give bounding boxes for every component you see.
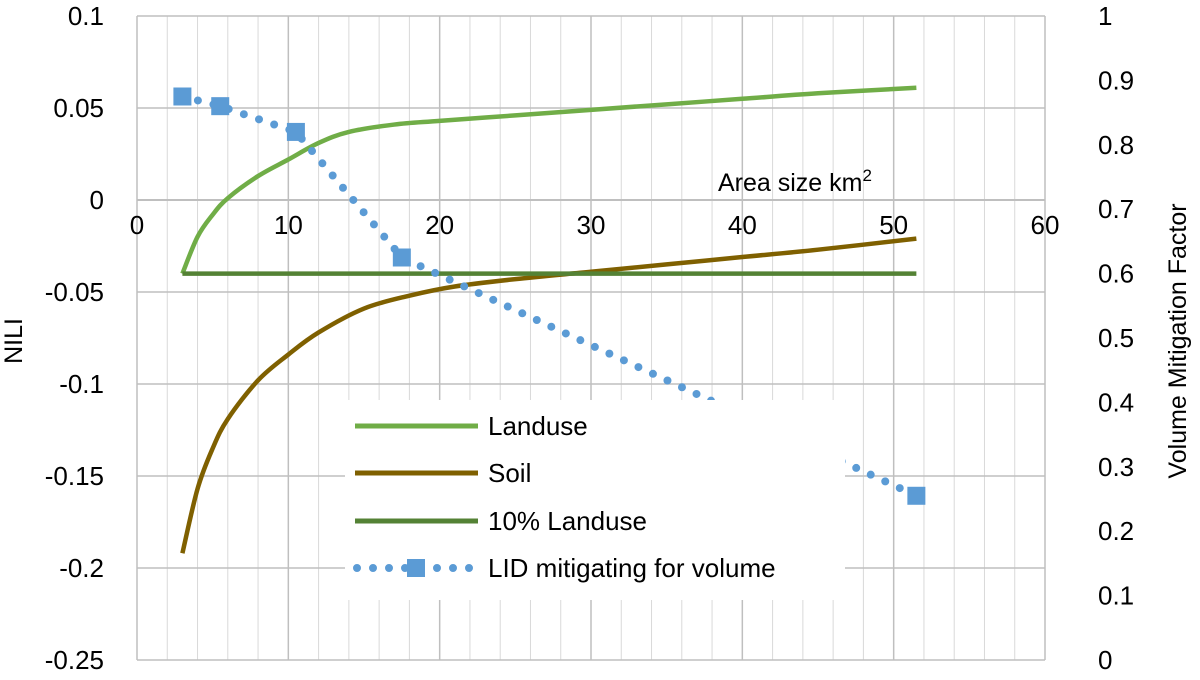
x-axis-title-superscript: 2 — [862, 166, 871, 185]
x-tick-label: 10 — [274, 210, 303, 240]
y-left-tick-label: -0.1 — [59, 369, 104, 399]
y-right-tick-label: 0.7 — [1098, 194, 1134, 224]
x-tick-label: 50 — [879, 210, 908, 240]
legend-marker-lid — [407, 559, 425, 577]
y-left-tick-label: -0.2 — [59, 553, 104, 583]
y-left-tick-label: 0 — [90, 185, 104, 215]
y-left-tick-label: 0.05 — [53, 93, 104, 123]
legend-label-soil: Soil — [488, 458, 531, 488]
y-left-tick-label: -0.25 — [45, 645, 104, 675]
data-point-lid-mitigating-for-volume — [392, 248, 411, 267]
legend-label-lid: LID mitigating for volume — [488, 553, 776, 583]
x-tick-label: 60 — [1031, 210, 1060, 240]
data-point-lid-mitigating-for-volume — [286, 122, 305, 141]
y-axis-right-title: Volume Mitigation Factor — [1164, 203, 1192, 478]
x-tick-label: 30 — [577, 210, 606, 240]
series-line-landuse — [180, 85, 917, 275]
legend-entry-landuse: Landuse — [355, 411, 588, 441]
legend-entry-lid: LID mitigating for volume — [353, 553, 776, 583]
y-right-tick-label: 0.3 — [1098, 452, 1134, 482]
y-right-tick-label: 0.5 — [1098, 323, 1134, 353]
x-tick-label: 20 — [425, 210, 454, 240]
y-right-tick-label: 0 — [1098, 645, 1112, 675]
data-point-lid-mitigating-for-volume — [211, 97, 230, 116]
y-right-tick-label: 1 — [1098, 1, 1112, 31]
y-left-tick-label: -0.05 — [45, 277, 104, 307]
legend-label-landuse: Landuse — [488, 411, 588, 441]
y-right-tick-label: 0.8 — [1098, 130, 1134, 160]
y-left-tick-label: -0.15 — [45, 461, 104, 491]
data-point-lid-mitigating-for-volume — [907, 486, 926, 505]
y-left-tick-label: 0.1 — [68, 1, 104, 31]
y-right-tick-label: 0.2 — [1098, 516, 1134, 546]
y-right-tick-label: 0.6 — [1098, 259, 1134, 289]
y-right-tick-label: 0.9 — [1098, 65, 1134, 95]
legend-label-10-landuse: 10% Landuse — [488, 506, 647, 536]
data-point-lid-mitigating-for-volume — [173, 87, 192, 106]
legend-background — [345, 400, 845, 600]
legend-entry-10-landuse: 10% Landuse — [355, 506, 647, 536]
x-tick-label: 40 — [728, 210, 757, 240]
y-right-tick-label: 0.4 — [1098, 387, 1134, 417]
legend-entry-soil: Soil — [355, 458, 531, 488]
y-right-tick-label: 0.1 — [1098, 581, 1134, 611]
x-axis-title: Area size km2 — [718, 166, 872, 197]
y-axis-left-title: NILI — [0, 318, 28, 364]
tick-labels: 0 10 20 30 40 50 600.10.050-0.05-0.1-0.15-0.2-… — [45, 1, 1134, 675]
plot-series — [173, 85, 926, 554]
legend: Landuse Soil 10% Landuse LID mitigating … — [345, 400, 845, 600]
series-line-soil — [180, 236, 917, 554]
x-tick-label: 0 — [130, 210, 144, 240]
